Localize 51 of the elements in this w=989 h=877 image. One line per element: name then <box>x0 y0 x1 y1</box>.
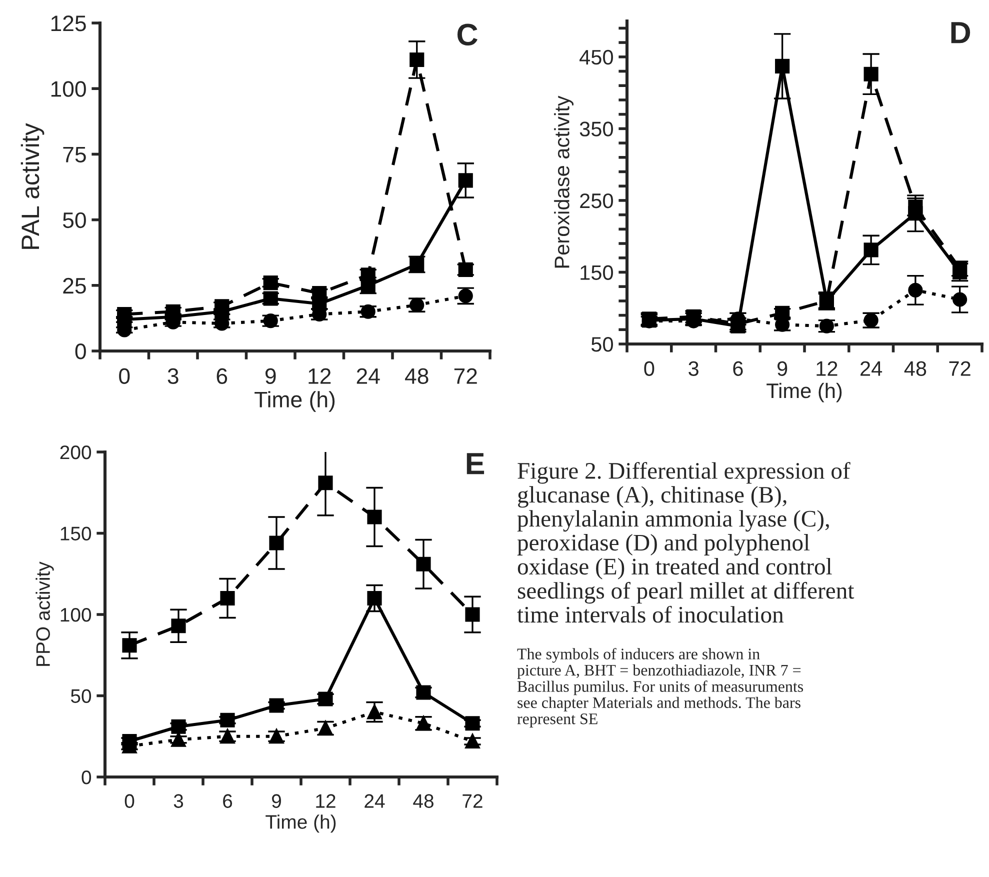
x-tick-label: 12 <box>308 368 331 384</box>
x-tick-label: 72 <box>949 361 970 376</box>
y-tick-label: 150 <box>580 265 613 280</box>
y-tick-label: 250 <box>580 193 613 208</box>
y-tick-label: 0 <box>82 770 92 784</box>
x-tick-label: 9 <box>777 361 788 376</box>
x-axis-title: Time (h) <box>766 382 842 402</box>
y-tick-label: 50 <box>62 212 86 228</box>
x-tick-label: 24 <box>364 794 385 808</box>
x-tick-label: 0 <box>644 361 654 376</box>
x-tick-label: 3 <box>174 794 184 808</box>
y-tick-label: 450 <box>580 50 613 65</box>
x-tick-label: 9 <box>272 794 281 808</box>
y-tick-label: 50 <box>591 337 613 352</box>
caption: Figure 2. Differential expression of glucanase (A), chitinase (B), phenylalanin ammonia lyase (C), peroxidase (D) and polyphenol oxidase (E) in treated and control seedlings of pearl millet at different time intervals of inoculation <box>517 462 854 623</box>
chart-title: E <box>466 453 484 474</box>
x-tick-label: 0 <box>119 368 130 384</box>
y-tick-label: 125 <box>51 16 86 32</box>
x-tick-label: 0 <box>124 794 134 808</box>
x-axis-title: Time (h) <box>266 814 336 833</box>
y-axis-title: PPO activity <box>36 562 54 666</box>
x-tick-label: 3 <box>168 368 178 384</box>
y-tick-label: 100 <box>60 608 92 622</box>
chart-title: C <box>457 24 478 46</box>
x-tick-label: 6 <box>216 368 228 384</box>
x-tick-label: 72 <box>462 794 482 808</box>
y-tick-label: 50 <box>70 689 92 703</box>
x-tick-label: 6 <box>733 361 743 376</box>
x-tick-label: 12 <box>316 794 336 808</box>
x-tick-label: 48 <box>904 361 926 376</box>
y-tick-label: 200 <box>60 445 92 460</box>
y-tick-label: 75 <box>63 146 86 162</box>
x-axis-title: Time (h) <box>254 391 335 412</box>
x-tick-label: 24 <box>356 368 380 384</box>
y-axis-title: Peroxidase activity <box>554 96 574 268</box>
x-tick-label: 9 <box>265 368 276 384</box>
x-tick-label: 12 <box>816 361 838 376</box>
y-tick-label: 25 <box>63 278 86 294</box>
y-tick-label: 100 <box>51 81 86 97</box>
x-tick-label: 48 <box>413 794 434 808</box>
x-tick-label: 3 <box>688 361 698 376</box>
x-tick-label: 24 <box>860 361 882 376</box>
y-tick-label: 0 <box>75 344 86 360</box>
text: The symbols of inducers are shown in picture A, BHT = benzothiadiazole, INR 7 = Bacillus pumilus. For units of measuruments see chapter Materials and methods. The bars represent SE <box>517 648 804 728</box>
x-tick-label: 6 <box>223 794 232 808</box>
x-tick-label: 72 <box>454 368 477 384</box>
y-tick-label: 150 <box>60 526 92 540</box>
x-tick-label: 48 <box>405 368 428 384</box>
y-axis-title: PAL activity <box>20 123 44 249</box>
y-tick-label: 350 <box>580 122 613 136</box>
chart-title: D <box>951 22 970 44</box>
